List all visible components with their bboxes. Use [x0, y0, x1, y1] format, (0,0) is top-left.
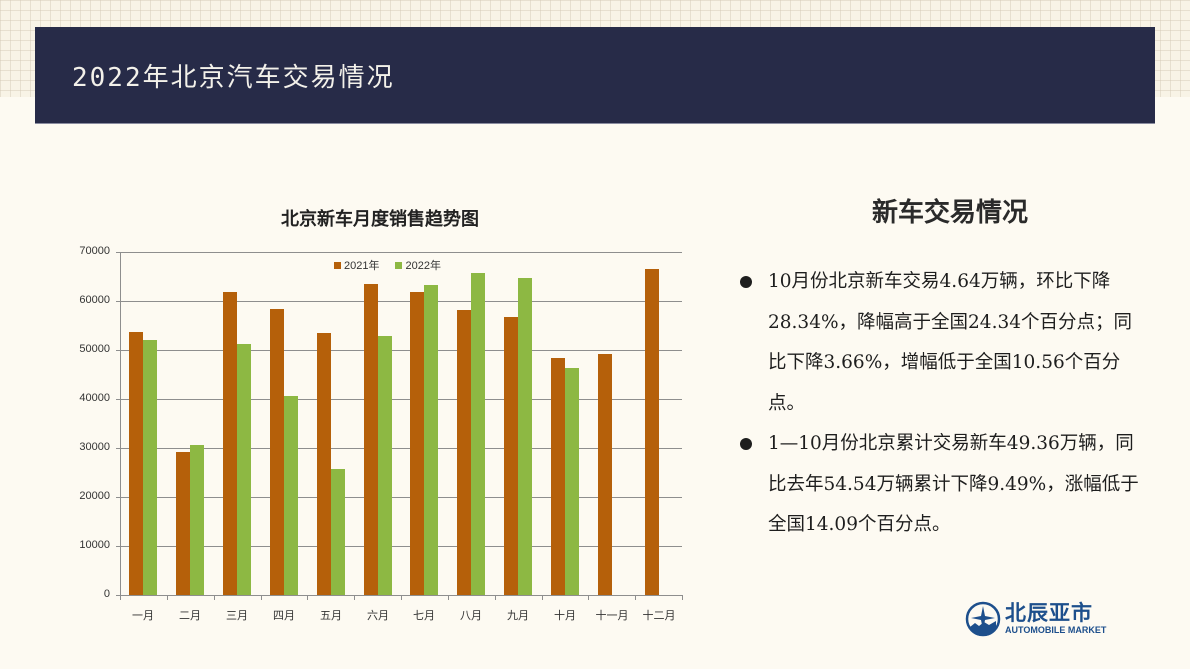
panel-title: 新车交易情况 [871, 198, 1028, 228]
x-axis-category-label: 十月 [554, 609, 576, 622]
legend-swatch-icon [395, 261, 403, 269]
bar-2022年 [565, 368, 579, 595]
legend-item-2021: 2021年 [334, 257, 379, 273]
x-axis-category-label: 四月 [273, 609, 295, 622]
x-axis-tick [261, 595, 262, 600]
bullet-dot-icon [740, 438, 752, 450]
bar-2021年 [504, 317, 518, 595]
bar-2021年 [223, 292, 237, 595]
x-axis-category-label: 八月 [460, 609, 482, 622]
x-axis-tick [120, 595, 121, 600]
bar-2022年 [190, 445, 204, 595]
legend-label: 2022年 [405, 260, 441, 272]
bar-2021年 [551, 358, 565, 595]
bar-2022年 [143, 340, 157, 595]
gridline [116, 252, 682, 253]
company-logo: 北辰亚市 AUTOMOBILE MARKET [965, 601, 1106, 637]
y-axis-tick-label: 40000 [79, 392, 110, 404]
gridline [116, 301, 682, 302]
page-title: 2022年北京汽车交易情况 [72, 63, 395, 93]
bar-2021年 [598, 354, 612, 595]
y-axis-tick-label: 10000 [79, 539, 110, 551]
legend-label: 2021年 [344, 260, 380, 272]
x-axis-tick [542, 595, 543, 600]
x-axis-tick [588, 595, 589, 600]
bullet-text: 1—10月份北京累计交易新车49.36万辆，同比去年54.54万辆累计下降9.4… [768, 433, 1139, 535]
x-axis-category-label: 三月 [226, 609, 248, 622]
x-axis-category-label: 一月 [132, 609, 154, 622]
bullet-item: 1—10月份北京累计交易新车49.36万辆，同比去年54.54万辆累计下降9.4… [738, 424, 1148, 546]
bar-2022年 [378, 336, 392, 595]
bar-2021年 [129, 332, 143, 595]
legend-item-2022: 2022年 [395, 257, 441, 273]
x-axis-category-label: 六月 [367, 609, 389, 622]
logo-name-en: AUTOMOBILE MARKET [1005, 625, 1107, 635]
logo-name-cn: 北辰亚市 [1005, 601, 1093, 625]
bar-2022年 [518, 278, 532, 595]
chart-title: 北京新车月度销售趋势图 [281, 209, 479, 230]
bar-2021年 [410, 292, 424, 595]
gridline [116, 595, 682, 596]
bar-2022年 [424, 285, 438, 595]
x-axis-tick [682, 595, 683, 600]
bullet-dot-icon [740, 276, 752, 288]
x-axis-tick [167, 595, 168, 600]
gridline [116, 448, 682, 449]
x-axis-tick [635, 595, 636, 600]
gridline [116, 350, 682, 351]
bar-2022年 [284, 396, 298, 595]
header-banner: 2022年北京汽车交易情况 [35, 27, 1155, 123]
y-axis-tick-label: 60000 [79, 294, 110, 306]
bar-2021年 [645, 269, 659, 595]
x-axis-tick [448, 595, 449, 600]
x-axis-tick [354, 595, 355, 600]
y-axis-tick-label: 20000 [79, 490, 110, 502]
y-axis-tick-label: 30000 [79, 441, 110, 453]
x-axis-category-label: 九月 [507, 609, 529, 622]
x-axis-category-label: 七月 [413, 609, 435, 622]
bar-2021年 [364, 284, 378, 595]
legend-swatch-icon [334, 261, 341, 269]
bullet-item: 10月份北京新车交易4.64万辆，环比下降28.34%，降幅高于全国24.34个… [738, 262, 1148, 424]
x-axis-category-label: 十一月 [595, 609, 629, 622]
bar-2022年 [471, 273, 485, 595]
bar-2021年 [457, 310, 471, 595]
bar-2022年 [237, 344, 251, 595]
chart-legend: 2021年 2022年 [334, 257, 441, 273]
bullet-text: 10月份北京新车交易4.64万辆，环比下降28.34%，降幅高于全国24.34个… [768, 271, 1133, 414]
logo-emblem-icon [965, 601, 1001, 637]
y-axis-tick-label: 0 [103, 588, 110, 600]
x-axis-tick [307, 595, 308, 600]
y-axis-tick-label: 70000 [79, 245, 110, 257]
bar-2021年 [317, 333, 331, 595]
bullet-list: 10月份北京新车交易4.64万辆，环比下降28.34%，降幅高于全国24.34个… [738, 262, 1148, 546]
y-axis-line [120, 252, 121, 595]
x-axis-tick [214, 595, 215, 600]
bar-2022年 [331, 469, 345, 595]
bar-chart: 北京新车月度销售趋势图 0 10000 20000 30000 40000 50000 60… [79, 209, 683, 622]
x-axis-tick [495, 595, 496, 600]
y-axis-tick-label: 50000 [79, 343, 110, 355]
gridline [116, 546, 682, 547]
bar-2021年 [270, 309, 284, 595]
bar-2021年 [176, 452, 190, 595]
gridline [116, 399, 682, 400]
x-axis-category-label: 五月 [320, 609, 342, 622]
x-axis-category-label: 十二月 [642, 609, 676, 622]
x-axis-tick [401, 595, 402, 600]
x-axis-category-label: 二月 [179, 609, 201, 622]
gridline [116, 497, 682, 498]
